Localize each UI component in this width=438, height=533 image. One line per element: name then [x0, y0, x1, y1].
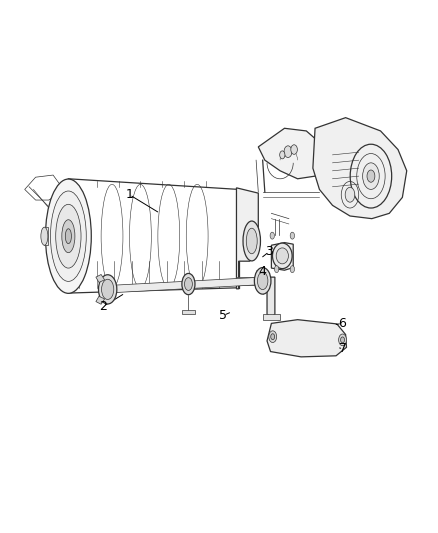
Ellipse shape	[258, 272, 268, 289]
Polygon shape	[96, 274, 105, 282]
Polygon shape	[106, 277, 263, 293]
Ellipse shape	[363, 163, 379, 189]
Ellipse shape	[62, 220, 75, 253]
Ellipse shape	[345, 187, 355, 202]
Ellipse shape	[367, 170, 375, 182]
Polygon shape	[272, 243, 293, 270]
Ellipse shape	[99, 274, 117, 304]
Ellipse shape	[243, 221, 261, 261]
Text: 6: 6	[338, 317, 346, 330]
Text: 4: 4	[259, 265, 267, 278]
Ellipse shape	[184, 278, 192, 290]
Ellipse shape	[102, 279, 114, 300]
Ellipse shape	[182, 273, 195, 295]
Polygon shape	[96, 296, 105, 304]
Ellipse shape	[280, 151, 285, 159]
Polygon shape	[237, 188, 258, 289]
Ellipse shape	[254, 268, 271, 294]
Polygon shape	[267, 320, 346, 357]
Ellipse shape	[272, 243, 292, 269]
Ellipse shape	[65, 229, 71, 244]
Ellipse shape	[41, 227, 48, 245]
Ellipse shape	[270, 232, 275, 239]
Ellipse shape	[339, 334, 346, 346]
Ellipse shape	[284, 146, 292, 158]
Text: 7: 7	[339, 342, 347, 356]
Polygon shape	[182, 310, 195, 314]
Ellipse shape	[246, 228, 257, 254]
Text: 2: 2	[99, 300, 107, 313]
Ellipse shape	[56, 204, 81, 268]
Ellipse shape	[271, 334, 275, 340]
Text: 5: 5	[219, 309, 227, 322]
Polygon shape	[267, 277, 275, 317]
Ellipse shape	[290, 232, 294, 239]
Ellipse shape	[291, 145, 297, 155]
Polygon shape	[313, 118, 407, 219]
Polygon shape	[44, 227, 48, 245]
Ellipse shape	[46, 179, 91, 293]
Polygon shape	[258, 128, 326, 179]
Polygon shape	[237, 277, 258, 285]
Ellipse shape	[269, 331, 277, 343]
Ellipse shape	[341, 337, 345, 343]
Ellipse shape	[50, 191, 86, 281]
Ellipse shape	[290, 266, 294, 272]
Text: 3: 3	[265, 245, 273, 258]
Polygon shape	[263, 314, 280, 320]
Ellipse shape	[276, 248, 288, 264]
Ellipse shape	[275, 266, 279, 272]
Text: 1: 1	[126, 188, 134, 201]
